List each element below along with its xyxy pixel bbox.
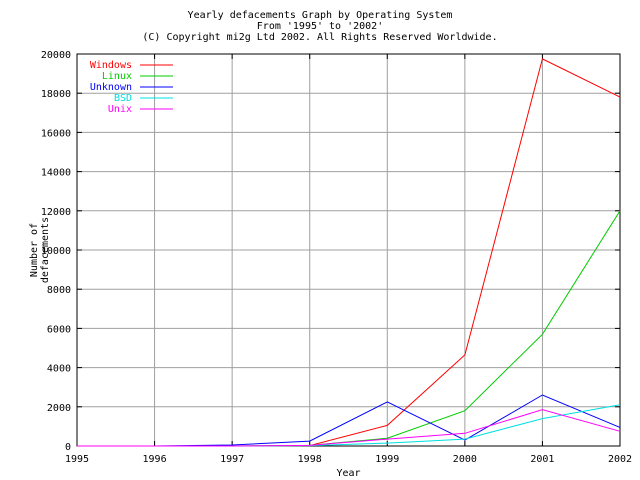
- y-tick-label: 2000: [47, 403, 71, 414]
- x-tick-label: 1995: [65, 454, 89, 465]
- x-tick-label: 1997: [220, 454, 244, 465]
- y-tick-label: 18000: [41, 89, 71, 100]
- legend-label-linux: Linux: [102, 71, 132, 82]
- x-tick-label: 2000: [453, 454, 477, 465]
- chart-title-line-1: Yearly defacements Graph by Operating Sy…: [187, 10, 453, 21]
- y-tick-label: 14000: [41, 168, 71, 179]
- y-tick-label: 4000: [47, 364, 71, 375]
- y-axis-label-line-2: defacements: [40, 217, 51, 283]
- x-tick-label: 2001: [530, 454, 554, 465]
- x-axis-label: Year: [336, 468, 360, 479]
- series-line-unix: [77, 409, 621, 447]
- chart-title-line-2: From '1995' to '2002': [256, 21, 384, 32]
- chart-title-line-3: (C) Copyright mi2g Ltd 2002. All Rights …: [142, 32, 498, 43]
- y-axis-label-line-1: Number of: [29, 223, 40, 277]
- legend-label-unknown: Unknown: [90, 82, 132, 93]
- y-tick-label: 16000: [41, 128, 71, 139]
- y-tick-label: 6000: [47, 324, 71, 335]
- y-tick-label: 20000: [41, 50, 71, 61]
- x-tick-label: 1996: [143, 454, 167, 465]
- y-tick-label: 0: [65, 442, 71, 453]
- x-tick-label: 1998: [298, 454, 322, 465]
- y-tick-label: 10000: [41, 246, 71, 257]
- x-tick-label: 1999: [375, 454, 399, 465]
- series-line-windows: [77, 58, 621, 447]
- y-tick-label: 8000: [47, 285, 71, 296]
- legend-label-unix: Unix: [108, 104, 132, 115]
- series-line-unknown: [77, 394, 621, 447]
- legend-label-bsd: BSD: [114, 93, 132, 104]
- y-tick-label: 12000: [41, 207, 71, 218]
- legend-label-windows: Windows: [90, 60, 132, 71]
- x-tick-label: 2002: [608, 454, 632, 465]
